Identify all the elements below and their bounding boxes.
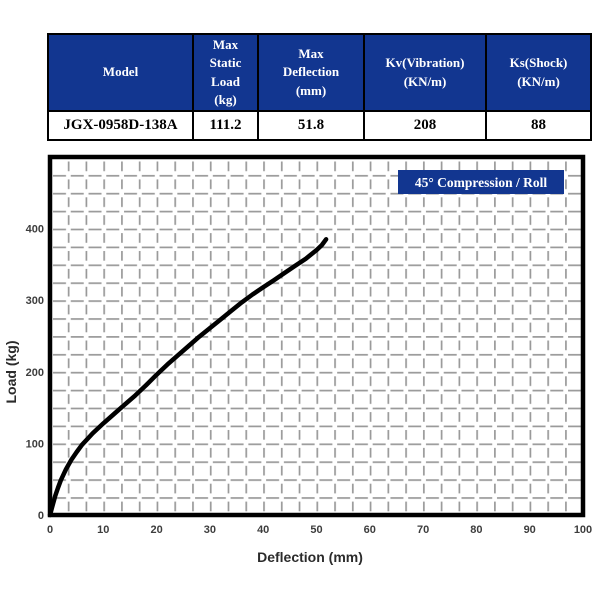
spec-table-header-row: Model Max Static Load (kg) Max Deflectio… (47, 33, 592, 112)
x-axis-title: Deflection (mm) (257, 549, 363, 565)
load-deflection-curve (47, 237, 329, 518)
x-tick-label: 50 (310, 524, 322, 536)
y-axis-title: Load (kg) (3, 341, 19, 404)
header-ks-shock: Ks(Shock) (KN/m) (485, 33, 592, 112)
header-model: Model (47, 33, 194, 112)
x-tick-label: 40 (257, 524, 269, 536)
x-tick-label: 30 (204, 524, 216, 536)
y-tick-label: 200 (26, 367, 44, 379)
x-tick-label: 90 (524, 524, 536, 536)
cell-max-deflection: 51.8 (257, 110, 365, 141)
spec-table: Model Max Static Load (kg) Max Deflectio… (47, 33, 592, 141)
y-tick-label: 0 (38, 510, 44, 522)
legend-badge-label: 45° Compression / Roll (415, 175, 548, 190)
legend-badge-rect (398, 170, 564, 194)
x-tick-label: 60 (364, 524, 376, 536)
x-tick-label: 0 (47, 524, 53, 536)
x-tick-label: 100 (574, 524, 592, 536)
y-tick-label: 400 (26, 224, 44, 236)
cell-kv-vibration: 208 (363, 110, 487, 141)
chart-svg: 0 10 20 30 40 50 60 70 80 90 100 0 100 200 300 400 45° … (3, 154, 593, 565)
x-tick-label: 10 (97, 524, 109, 536)
cell-ks-shock: 88 (485, 110, 592, 141)
header-max-deflection: Max Deflection (mm) (257, 33, 365, 112)
spec-table-data-row: JGX-0958D-138A 111.2 51.8 208 88 (47, 110, 592, 141)
chart-dynamic-layer: 0 10 20 30 40 50 60 70 80 90 100 0 100 200 300 400 (26, 224, 593, 536)
cell-max-static-load: 111.2 (192, 110, 259, 141)
y-tick-label: 300 (26, 295, 44, 307)
x-tick-label: 70 (417, 524, 429, 536)
header-max-static-load: Max Static Load (kg) (192, 33, 259, 112)
cell-model: JGX-0958D-138A (47, 110, 194, 141)
plot-frame (47, 154, 586, 518)
load-deflection-chart: 0 10 20 30 40 50 60 70 80 90 100 0 100 200 300 400 45° … (0, 150, 600, 600)
plot-grid (50, 157, 583, 515)
header-kv-vibration: Kv(Vibration) (KN/m) (363, 33, 487, 112)
y-tick-label: 100 (26, 438, 44, 450)
x-tick-label: 80 (470, 524, 482, 536)
legend-badge: 45° Compression / Roll (398, 170, 564, 194)
x-tick-label: 20 (150, 524, 162, 536)
